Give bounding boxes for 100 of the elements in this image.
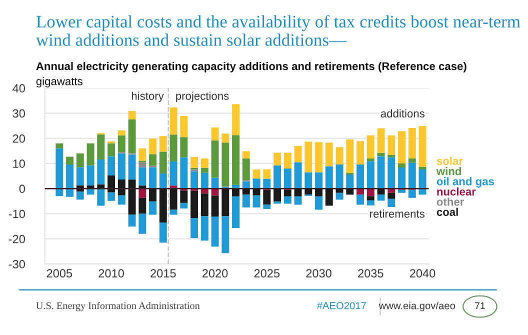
bar bbox=[377, 194, 385, 201]
bar bbox=[170, 161, 178, 186]
x-tick-label: 2020 bbox=[202, 269, 228, 278]
bar bbox=[356, 141, 364, 164]
bar bbox=[284, 196, 292, 204]
bar bbox=[294, 146, 302, 162]
bar bbox=[149, 154, 157, 166]
bar bbox=[211, 178, 219, 189]
bar bbox=[118, 153, 126, 180]
bar bbox=[118, 130, 126, 136]
bar bbox=[211, 216, 219, 247]
bar bbox=[366, 188, 374, 196]
annotation: additions bbox=[380, 109, 424, 118]
bar bbox=[97, 159, 105, 184]
bar bbox=[315, 188, 322, 196]
bar bbox=[274, 188, 282, 202]
y-tick-label: -20 bbox=[8, 234, 25, 244]
bar bbox=[336, 164, 344, 189]
bar bbox=[408, 158, 416, 163]
bar bbox=[377, 128, 385, 153]
text: nuclear bbox=[437, 187, 476, 196]
bar bbox=[398, 131, 406, 164]
bar bbox=[242, 194, 250, 208]
x-tick-label: 2035 bbox=[358, 269, 384, 278]
bar bbox=[356, 164, 364, 189]
bar bbox=[242, 188, 250, 195]
bar bbox=[211, 128, 219, 140]
bar bbox=[398, 190, 406, 193]
bar bbox=[138, 188, 146, 198]
y-tick-label: 0 bbox=[19, 184, 25, 193]
text: U.S. Energy Information Administration bbox=[36, 302, 200, 312]
bar bbox=[56, 143, 64, 148]
bar bbox=[159, 174, 167, 189]
x-tick-label: 2015 bbox=[150, 269, 176, 278]
bar bbox=[128, 154, 136, 180]
y-axis-title: gigawatts bbox=[36, 77, 82, 88]
bar bbox=[388, 192, 396, 199]
bar bbox=[180, 157, 188, 189]
bar bbox=[170, 134, 178, 162]
bar bbox=[388, 198, 396, 207]
bar bbox=[366, 200, 374, 206]
bar bbox=[211, 140, 219, 178]
bar bbox=[325, 166, 333, 189]
annotation: projections bbox=[176, 92, 229, 102]
bar bbox=[366, 196, 374, 200]
bar bbox=[200, 168, 208, 173]
bar bbox=[232, 104, 240, 136]
bar bbox=[325, 188, 333, 206]
bar bbox=[128, 119, 136, 154]
bar bbox=[356, 188, 364, 195]
bar bbox=[200, 158, 208, 168]
bar bbox=[315, 172, 322, 189]
bar bbox=[200, 172, 208, 189]
bar bbox=[190, 171, 198, 189]
bar bbox=[76, 153, 84, 168]
bar bbox=[108, 156, 116, 176]
bar bbox=[346, 188, 354, 195]
bar bbox=[336, 147, 344, 164]
bar bbox=[232, 196, 240, 228]
bar bbox=[159, 188, 167, 223]
bar bbox=[304, 188, 312, 195]
bar bbox=[222, 134, 230, 143]
bar bbox=[128, 214, 136, 227]
bar bbox=[325, 142, 333, 166]
bar bbox=[138, 167, 146, 186]
bar bbox=[346, 139, 354, 173]
text: 71 bbox=[475, 302, 485, 310]
text: www.eia.gov/aeo bbox=[378, 302, 456, 312]
bar bbox=[388, 157, 396, 189]
bar bbox=[211, 196, 219, 216]
bar bbox=[377, 156, 385, 189]
bar bbox=[66, 156, 74, 164]
x-tick-label: 2025 bbox=[254, 269, 280, 278]
bar bbox=[263, 178, 271, 189]
bar bbox=[232, 188, 240, 196]
bar bbox=[180, 202, 188, 208]
bar bbox=[294, 188, 302, 196]
bar bbox=[346, 174, 354, 189]
bar bbox=[76, 192, 84, 200]
bar bbox=[252, 195, 260, 208]
bar bbox=[86, 143, 94, 166]
bar bbox=[252, 188, 260, 196]
bar bbox=[108, 143, 116, 156]
bar bbox=[159, 222, 167, 243]
bar bbox=[252, 178, 260, 189]
chart-subtitle: Annual electricity generating capacity additions and retirements (Reference case) bbox=[36, 62, 466, 72]
bar bbox=[315, 142, 322, 172]
x-tick-label: 2030 bbox=[306, 269, 332, 278]
bar bbox=[128, 110, 136, 120]
bar bbox=[170, 107, 178, 135]
bar bbox=[418, 126, 426, 167]
bar bbox=[315, 196, 322, 210]
bar bbox=[200, 188, 208, 194]
bar bbox=[366, 135, 374, 158]
bar bbox=[138, 214, 146, 234]
bar bbox=[149, 138, 157, 154]
bar bbox=[222, 188, 230, 216]
bar bbox=[170, 188, 178, 210]
bar bbox=[263, 169, 271, 179]
y-tick-label: 10 bbox=[13, 160, 25, 168]
